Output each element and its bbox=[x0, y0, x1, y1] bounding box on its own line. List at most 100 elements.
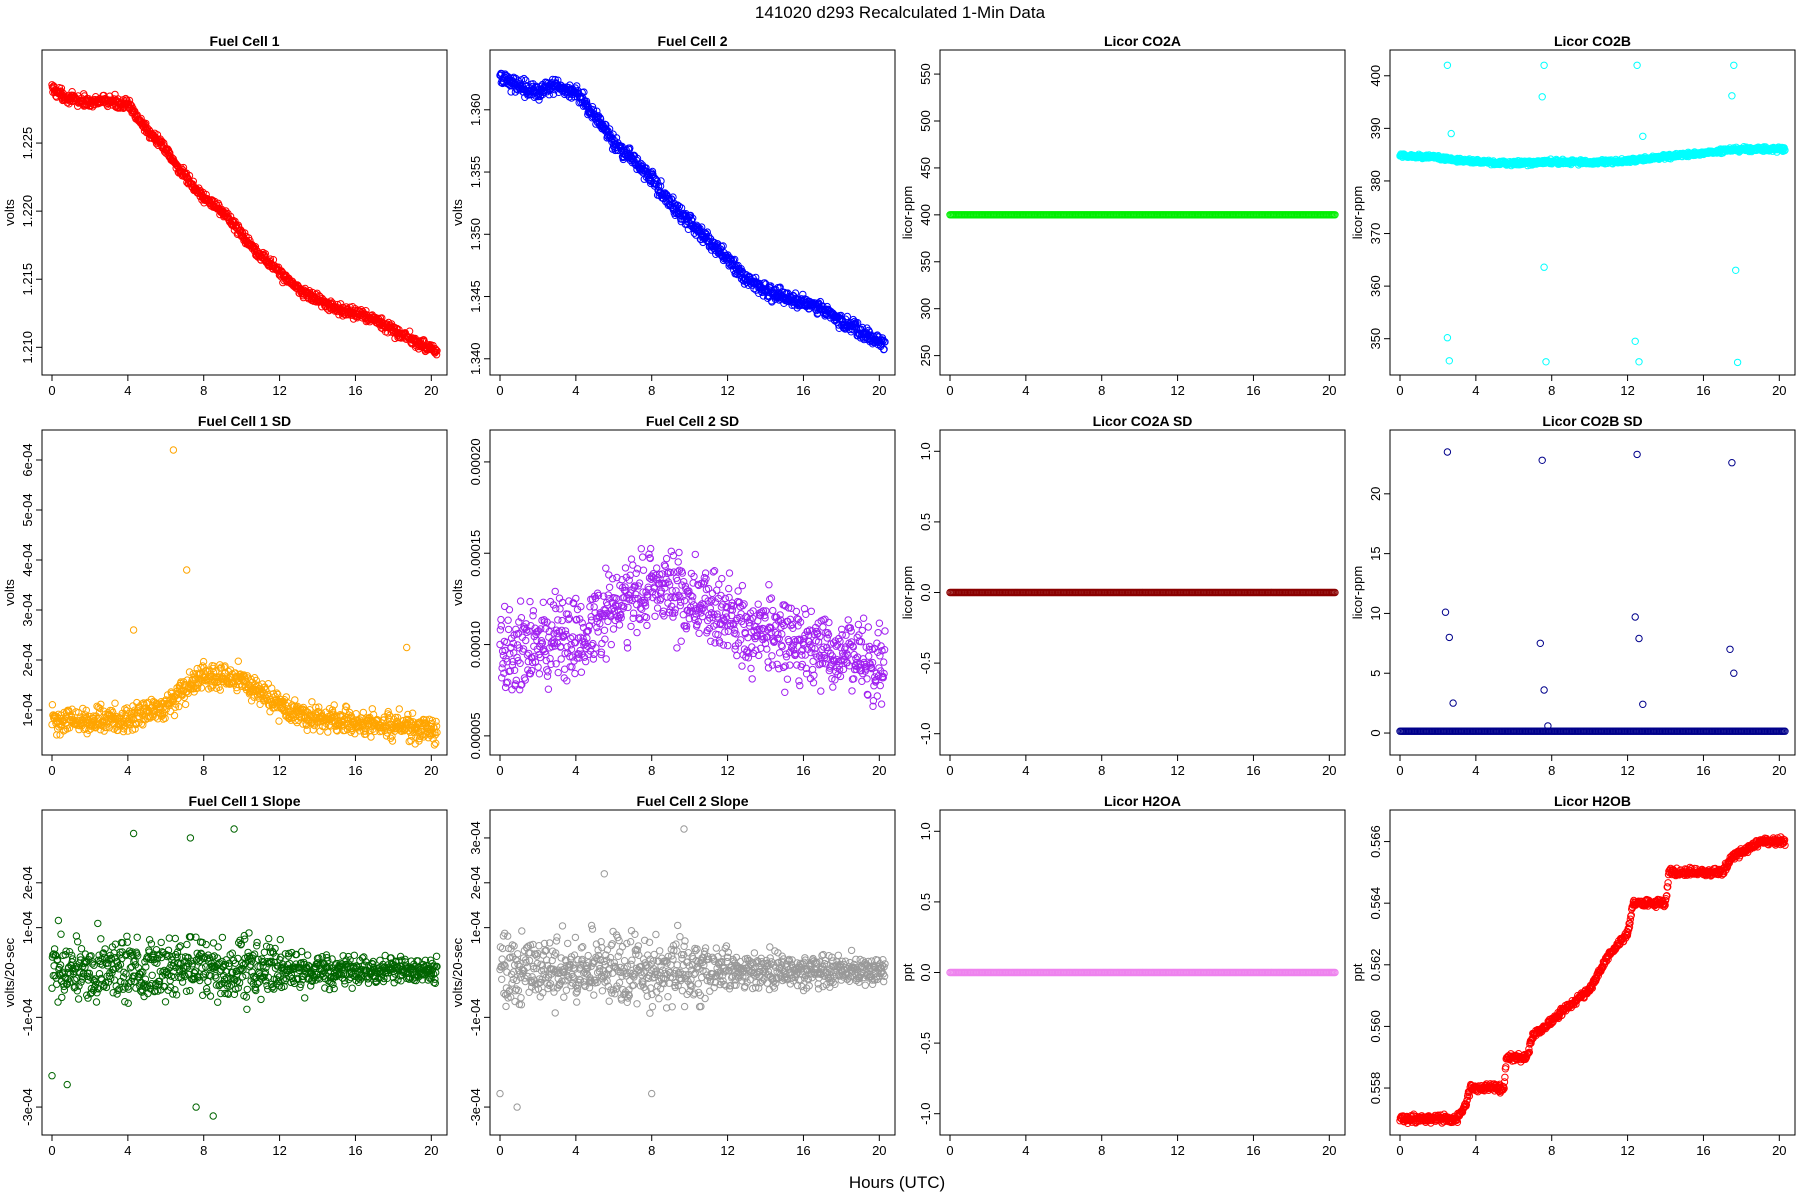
data-point bbox=[637, 545, 645, 553]
y-tick-label: 0.00010 bbox=[468, 621, 483, 668]
x-tick-label: 0 bbox=[946, 383, 953, 398]
panel-title: Licor CO2B bbox=[1554, 33, 1631, 49]
x-tick-label: 16 bbox=[348, 763, 362, 778]
x-tick-label: 16 bbox=[796, 383, 810, 398]
x-tick-label: 4 bbox=[572, 383, 579, 398]
data-point bbox=[529, 607, 538, 615]
data-point bbox=[520, 74, 528, 83]
data-point bbox=[521, 676, 529, 684]
x-tick-label: 20 bbox=[872, 763, 886, 778]
data-point bbox=[754, 600, 762, 608]
data-point bbox=[844, 616, 852, 624]
data-point bbox=[738, 662, 746, 670]
x-tick-label: 8 bbox=[648, 763, 655, 778]
data-point bbox=[1540, 61, 1548, 70]
data-point bbox=[501, 602, 509, 611]
y-axis-label: volts bbox=[450, 199, 465, 226]
data-point bbox=[549, 90, 558, 98]
data-point bbox=[142, 119, 150, 128]
y-tick-label: 2e-04 bbox=[20, 643, 35, 676]
y-axis-label: licor-ppm bbox=[900, 186, 915, 239]
data-point bbox=[633, 565, 642, 573]
y-tick-label: 350 bbox=[1368, 328, 1383, 350]
data-point bbox=[643, 621, 651, 630]
x-tick-label: 4 bbox=[572, 763, 579, 778]
x-tick-label: 12 bbox=[1170, 383, 1184, 398]
data-series bbox=[48, 446, 441, 749]
data-point bbox=[1730, 61, 1738, 70]
data-point bbox=[544, 668, 552, 676]
y-tick-label: 5e-04 bbox=[20, 493, 35, 526]
data-point bbox=[781, 688, 789, 696]
data-point bbox=[367, 733, 375, 741]
data-point bbox=[817, 687, 825, 695]
data-point bbox=[1631, 337, 1639, 345]
data-point bbox=[497, 622, 505, 630]
data-point bbox=[241, 229, 249, 237]
data-point bbox=[734, 587, 742, 595]
data-point bbox=[183, 566, 191, 574]
data-point bbox=[725, 569, 734, 577]
x-tick-label: 16 bbox=[796, 763, 810, 778]
data-point bbox=[691, 550, 699, 559]
data-point bbox=[582, 657, 590, 666]
data-point bbox=[632, 569, 640, 577]
y-tick-label: 370 bbox=[1368, 223, 1383, 245]
data-point bbox=[792, 607, 801, 616]
data-point bbox=[111, 699, 119, 707]
data-point bbox=[675, 548, 683, 557]
y-tick-label: 390 bbox=[1368, 118, 1383, 140]
x-tick-label: 20 bbox=[872, 383, 886, 398]
x-tick-label: 8 bbox=[648, 383, 655, 398]
data-point bbox=[405, 327, 414, 335]
x-tick-label: 4 bbox=[124, 383, 131, 398]
data-point bbox=[551, 587, 559, 596]
data-point bbox=[796, 681, 804, 690]
data-point bbox=[627, 555, 636, 563]
data-point bbox=[1443, 334, 1452, 342]
data-point bbox=[504, 625, 513, 634]
data-point bbox=[266, 255, 275, 263]
data-point bbox=[1540, 263, 1548, 271]
data-point bbox=[1639, 132, 1647, 141]
data-point bbox=[505, 606, 514, 614]
data-point bbox=[594, 628, 602, 636]
data-point bbox=[633, 628, 641, 637]
data-point bbox=[669, 613, 677, 621]
data-point bbox=[1447, 129, 1455, 138]
data-point bbox=[873, 692, 881, 700]
x-tick-label: 20 bbox=[1772, 383, 1786, 398]
data-point bbox=[554, 668, 562, 677]
plot-frame bbox=[1389, 49, 1796, 376]
data-point bbox=[858, 626, 866, 635]
y-axis-label: licor-ppm bbox=[1350, 186, 1365, 239]
y-tick-label: 400 bbox=[1368, 65, 1383, 87]
x-tick-label: 12 bbox=[720, 763, 734, 778]
data-point bbox=[733, 651, 741, 660]
data-point bbox=[602, 564, 610, 572]
data-point bbox=[251, 243, 260, 251]
data-point bbox=[859, 614, 868, 622]
data-point bbox=[166, 149, 174, 157]
data-point bbox=[558, 616, 566, 625]
plot-frame bbox=[489, 49, 896, 376]
x-tick-label: 12 bbox=[1620, 383, 1634, 398]
data-point bbox=[497, 615, 505, 624]
data-point bbox=[324, 728, 332, 736]
y-tick-label: 350 bbox=[918, 251, 933, 273]
data-point bbox=[129, 626, 138, 634]
data-point bbox=[748, 675, 756, 683]
x-tick-label: 12 bbox=[272, 763, 286, 778]
y-tick-label: 3e-04 bbox=[20, 593, 35, 626]
y-tick-label: 1.360 bbox=[468, 94, 483, 127]
y-tick-label: 1.345 bbox=[468, 280, 483, 313]
data-point bbox=[526, 597, 534, 606]
data-point bbox=[1633, 61, 1641, 70]
data-point bbox=[403, 643, 411, 652]
data-point bbox=[556, 605, 564, 613]
